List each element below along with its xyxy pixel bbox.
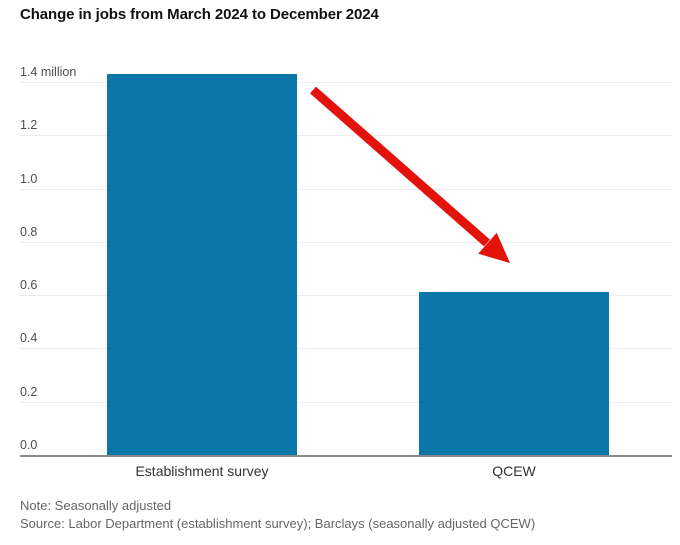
chart-title: Change in jobs from March 2024 to Decemb…	[20, 6, 379, 23]
y-tick-label: 1.2	[20, 118, 38, 133]
y-tick-label: 1.0	[20, 171, 38, 186]
y-tick-label: 1.4 million	[20, 65, 77, 79]
bar-qcew	[419, 292, 609, 455]
y-tick-label: 0.4	[20, 331, 38, 346]
y-tick-label: 0.8	[20, 224, 38, 239]
x-category-label: QCEW	[492, 463, 536, 479]
y-tick-label: 0.2	[20, 384, 38, 399]
x-category-label: Establishment survey	[135, 463, 269, 479]
y-gridline	[20, 348, 672, 350]
x-axis-baseline	[20, 455, 672, 457]
y-tick-label: 0.0	[20, 438, 38, 452]
chart-footer: Note: Seasonally adjusted Source: Labor …	[20, 497, 535, 533]
chart-source: Source: Labor Department (establishment …	[20, 516, 536, 531]
chart-note: Note: Seasonally adjusted	[20, 498, 172, 513]
y-gridline	[20, 295, 672, 297]
bar-establishment-survey	[107, 74, 297, 455]
y-gridline	[20, 401, 672, 403]
y-gridline	[20, 82, 672, 83]
y-tick-label: 0.6	[20, 278, 38, 293]
